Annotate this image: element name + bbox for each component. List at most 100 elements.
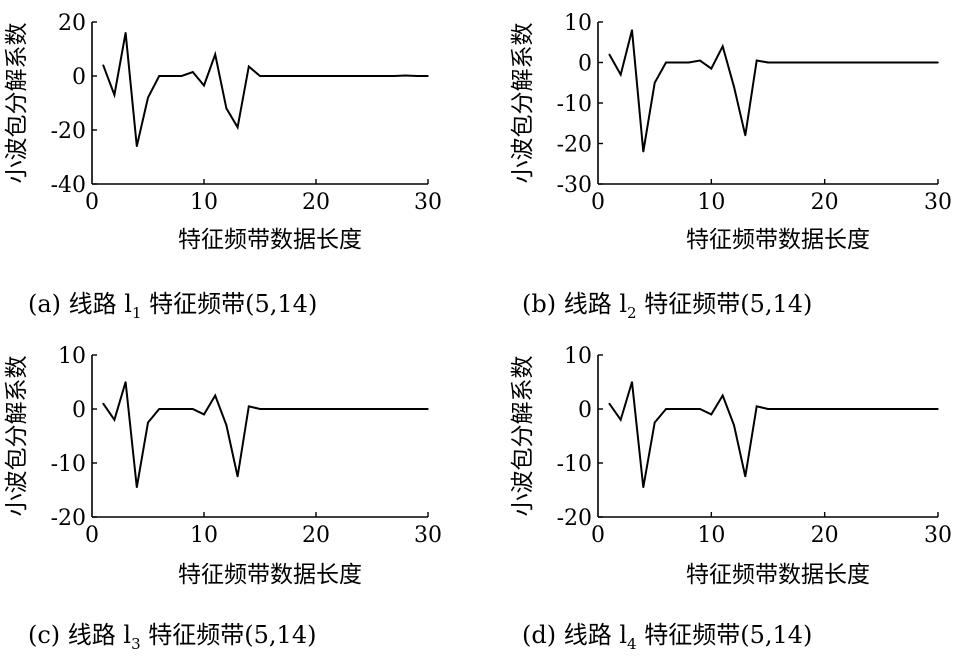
data-point xyxy=(812,408,815,410)
data-point xyxy=(102,402,104,405)
data-point xyxy=(236,475,239,478)
data-point xyxy=(158,75,160,77)
data-point xyxy=(248,65,250,68)
data-point xyxy=(699,59,701,62)
data-point xyxy=(315,408,317,410)
caption-suffix: 特征频带(5,14) xyxy=(637,290,813,318)
data-point xyxy=(136,486,138,489)
x-tick-label: 20 xyxy=(302,523,330,548)
data-point xyxy=(326,408,329,410)
data-point xyxy=(304,75,306,77)
data-point xyxy=(270,408,273,410)
x-tick-label: 30 xyxy=(924,523,952,548)
y-axis-label: 小波包分解系数 xyxy=(4,23,30,184)
y-tick-label: -20 xyxy=(557,506,592,531)
data-point xyxy=(371,75,373,77)
x-tick-label: 30 xyxy=(414,523,442,548)
x-axis-label: 特征频带数据长度 xyxy=(178,227,362,253)
caption-suffix: 特征频带(5,14) xyxy=(141,621,317,649)
data-point xyxy=(236,126,239,129)
caption-prefix: (b) 线路 l xyxy=(522,290,627,318)
panel-caption: (a) 线路 l1 特征频带(5,14) xyxy=(28,290,317,322)
x-tick-label: 0 xyxy=(591,190,605,215)
caption-prefix: (c) 线路 l xyxy=(28,621,131,649)
y-tick-label: 20 xyxy=(58,11,86,36)
data-point xyxy=(857,61,860,64)
data-point xyxy=(925,61,928,64)
panel-c: -20 -10 0 10 0 10 20 30 特征频带数据长度 小波包分解系数 (c) 线路 l3… xyxy=(4,344,442,653)
y-tick-label: 0 xyxy=(578,52,592,77)
data-point xyxy=(348,75,351,77)
y-tick-label: 0 xyxy=(72,65,86,90)
data-point xyxy=(360,408,362,410)
data-point xyxy=(891,408,894,410)
y-tick-label: -20 xyxy=(51,506,86,531)
y-tick-label: -40 xyxy=(51,173,86,198)
data-point xyxy=(914,408,917,410)
y-axis-label: 小波包分解系数 xyxy=(510,23,536,184)
panel-caption: (d) 线路 l4 特征频带(5,14) xyxy=(522,621,812,653)
data-point xyxy=(869,61,871,64)
panel-b: -30 -20 -10 0 10 0 10 20 30 特征频带数据长度 小波包分解系数 (b) 线路… xyxy=(510,11,952,322)
x-tick-label: 20 xyxy=(811,190,839,215)
data-point xyxy=(925,408,928,410)
data-point xyxy=(869,408,871,410)
data-point xyxy=(292,408,295,410)
data-point xyxy=(225,107,228,110)
caption-suffix: 特征频带(5,14) xyxy=(142,290,318,318)
data-point xyxy=(360,75,362,77)
data-point xyxy=(315,75,317,77)
data-point xyxy=(393,75,396,77)
data-point xyxy=(846,408,849,410)
data-point xyxy=(767,408,769,410)
x-tick-label: 20 xyxy=(811,523,839,548)
y-tick-label: 0 xyxy=(578,398,592,423)
data-point xyxy=(225,424,228,427)
x-axis-label: 特征频带数据长度 xyxy=(178,562,362,588)
x-tick-label: 20 xyxy=(302,190,330,215)
x-tick-label: 0 xyxy=(85,190,99,215)
data-point xyxy=(733,424,735,427)
y-tick-label: 10 xyxy=(564,11,592,36)
series-line xyxy=(102,381,428,488)
y-tick-label: -10 xyxy=(557,452,592,477)
y-tick-label: -10 xyxy=(51,452,86,477)
data-point xyxy=(192,408,194,410)
x-tick-label: 10 xyxy=(190,523,218,548)
data-point xyxy=(789,61,792,64)
y-tick-label: 0 xyxy=(72,398,86,423)
data-point xyxy=(248,405,250,408)
data-point xyxy=(823,61,826,64)
data-point xyxy=(416,75,418,77)
y-tick-label: -20 xyxy=(51,119,86,144)
data-point xyxy=(812,61,815,64)
data-point xyxy=(914,61,917,64)
data-point xyxy=(427,75,429,77)
data-point xyxy=(665,61,667,64)
data-point xyxy=(371,408,373,410)
data-point xyxy=(880,408,883,410)
data-point xyxy=(416,408,418,410)
data-point xyxy=(180,75,183,77)
data-point xyxy=(631,29,633,31)
panel-caption: (b) 线路 l2 特征频带(5,14) xyxy=(522,290,812,322)
data-point xyxy=(733,86,735,88)
data-point xyxy=(835,61,837,64)
data-point xyxy=(823,408,826,410)
data-point xyxy=(687,408,690,410)
x-tick-label: 30 xyxy=(414,190,442,215)
caption-subscript: 3 xyxy=(131,635,141,653)
caption-prefix: (a) 线路 l xyxy=(28,290,132,318)
data-point xyxy=(755,59,758,62)
data-point xyxy=(710,413,713,416)
data-point xyxy=(721,45,724,48)
data-point xyxy=(721,394,724,397)
data-point xyxy=(846,61,849,64)
data-point xyxy=(382,408,385,410)
data-point xyxy=(744,134,747,137)
data-point xyxy=(292,75,295,77)
series-line xyxy=(102,32,428,147)
data-point xyxy=(857,408,860,410)
panel-caption: (c) 线路 l3 特征频带(5,14) xyxy=(28,621,316,653)
